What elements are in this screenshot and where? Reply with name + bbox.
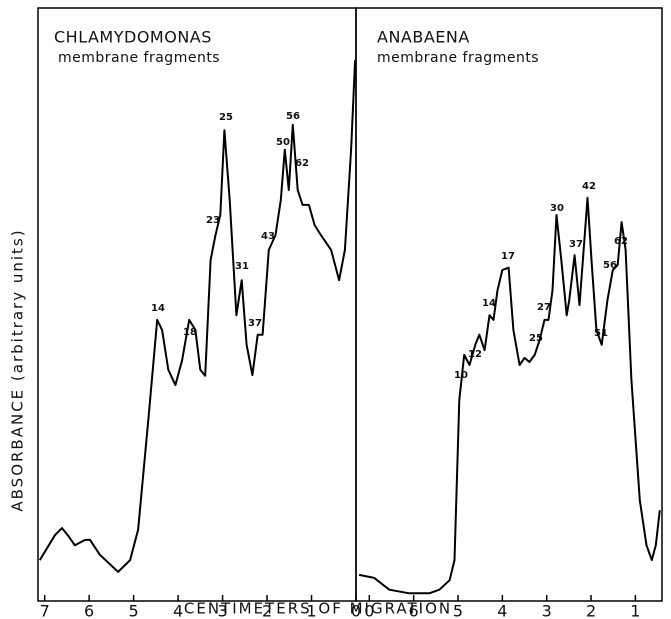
panel-title: ANABAENA <box>377 28 470 47</box>
peak-label: 56 <box>603 260 617 271</box>
x-tick-label: 3 <box>542 602 552 619</box>
peak-label: 43 <box>261 231 275 242</box>
x-tick-label: 7 <box>40 602 50 619</box>
panel-subtitle: membrane fragments <box>377 50 539 66</box>
x-tick-label: 4 <box>173 602 183 619</box>
peak-label: 31 <box>235 261 249 272</box>
peak-label: 62 <box>295 158 309 169</box>
panel-frame <box>355 7 663 602</box>
peak-label: 14 <box>482 298 496 309</box>
x-tick-label: 1 <box>630 602 640 619</box>
x-axis-label: CENTIMETERS OF MIGRATION <box>184 600 452 618</box>
trace <box>38 60 357 573</box>
x-tick-label: 6 <box>84 602 94 619</box>
x-tick-label: 5 <box>453 602 463 619</box>
peak-label: 23 <box>206 215 220 226</box>
peak-label: 62 <box>614 236 628 247</box>
peak-label: 56 <box>286 111 300 122</box>
panel-frame <box>37 7 357 602</box>
x-tick-label: 1 <box>306 602 316 619</box>
panel-subtitle: membrane fragments <box>58 50 220 66</box>
x-tick-label: 2 <box>262 602 272 619</box>
x-tick-label: 2 <box>586 602 596 619</box>
panel-title: CHLAMYDOMONAS <box>54 28 212 47</box>
peak-label: 37 <box>248 318 262 329</box>
peak-label: 18 <box>183 327 197 338</box>
y-axis-label: ABSORBANCE (arbitrary units) <box>9 228 27 511</box>
peak-label: 12 <box>468 349 482 360</box>
x-tick-label: 0 <box>364 602 374 619</box>
peak-label: 42 <box>582 181 596 192</box>
peak-label: 25 <box>529 333 543 344</box>
peak-label: 30 <box>550 203 564 214</box>
x-tick-label: 5 <box>129 602 139 619</box>
peak-label: 17 <box>501 251 515 262</box>
peak-label: 14 <box>151 303 165 314</box>
x-tick-label: 4 <box>497 602 507 619</box>
peak-label: 27 <box>537 302 551 313</box>
peak-label: 25 <box>219 112 233 123</box>
trace <box>358 196 661 595</box>
peak-label: 50 <box>276 137 290 148</box>
x-tick-label: 6 <box>409 602 419 619</box>
peak-label: 51 <box>594 328 608 339</box>
peak-label: 37 <box>569 239 583 250</box>
x-tick-label: 3 <box>217 602 227 619</box>
x-tick-label: 0 <box>351 602 361 619</box>
